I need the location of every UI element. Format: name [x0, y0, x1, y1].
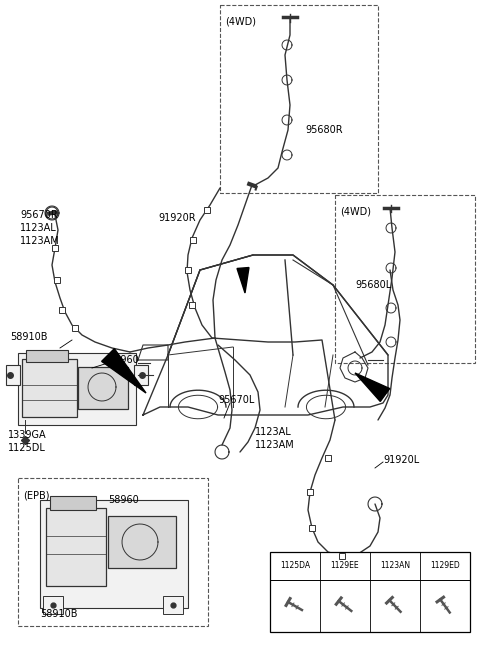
Bar: [309, 525, 315, 531]
Bar: [339, 553, 345, 559]
Text: 95670R: 95670R: [20, 210, 58, 220]
Bar: [78, 367, 128, 409]
Bar: [54, 277, 60, 283]
Text: (4WD): (4WD): [340, 207, 371, 217]
Text: 91920L: 91920L: [383, 455, 419, 465]
Bar: [335, 195, 475, 363]
Text: 58910B: 58910B: [10, 332, 48, 342]
Text: 1123AM: 1123AM: [20, 236, 60, 246]
Polygon shape: [355, 373, 390, 402]
Bar: [307, 489, 313, 495]
Bar: [108, 516, 176, 568]
Text: 1123AL: 1123AL: [20, 223, 57, 233]
Text: 58910B: 58910B: [40, 609, 77, 619]
Bar: [189, 302, 195, 308]
Bar: [50, 496, 96, 510]
Text: 95670L: 95670L: [218, 395, 254, 405]
Bar: [18, 478, 208, 626]
Bar: [18, 353, 136, 425]
Bar: [325, 455, 331, 461]
Text: 1339GA: 1339GA: [8, 430, 47, 440]
Text: 1123AN: 1123AN: [380, 562, 410, 571]
Bar: [6, 365, 20, 385]
Text: 1123AM: 1123AM: [255, 440, 295, 450]
Polygon shape: [102, 348, 146, 393]
Text: 95680R: 95680R: [305, 125, 343, 135]
Bar: [185, 267, 191, 273]
Bar: [163, 596, 183, 614]
Bar: [46, 508, 106, 586]
Text: 58960: 58960: [108, 355, 139, 365]
Bar: [40, 500, 188, 608]
Text: 1123AL: 1123AL: [255, 427, 292, 437]
Polygon shape: [237, 268, 249, 293]
Text: 58960: 58960: [108, 495, 139, 505]
Text: 1125DA: 1125DA: [280, 562, 310, 571]
Bar: [134, 365, 148, 385]
Bar: [220, 5, 378, 193]
Text: (EPB): (EPB): [23, 490, 49, 500]
Text: 91920R: 91920R: [158, 213, 196, 223]
Bar: [59, 307, 65, 313]
Bar: [270, 552, 470, 632]
Text: 1129ED: 1129ED: [430, 562, 460, 571]
Bar: [72, 325, 78, 331]
Text: 1129EE: 1129EE: [331, 562, 360, 571]
Bar: [43, 596, 63, 614]
Text: 95680L: 95680L: [355, 280, 391, 290]
Bar: [190, 237, 196, 243]
Bar: [204, 207, 210, 213]
Bar: [26, 350, 68, 362]
Bar: [52, 245, 58, 251]
Text: (4WD): (4WD): [225, 17, 256, 27]
Bar: [22, 359, 77, 417]
Text: 1125DL: 1125DL: [8, 443, 46, 453]
